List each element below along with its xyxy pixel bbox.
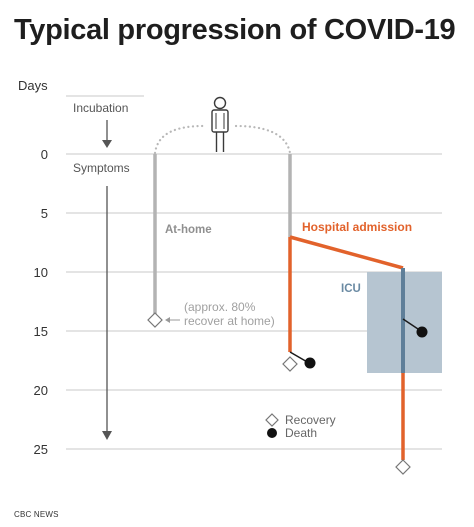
recovery-diamond-icon: [147, 312, 163, 328]
icu-label: ICU: [341, 283, 361, 295]
day-tick-label: 20: [34, 383, 48, 398]
legend: Recovery Death: [265, 413, 336, 440]
stage-label-symptoms: Symptoms: [73, 161, 130, 175]
source-credit: CBC NEWS: [14, 510, 59, 519]
arrow-left-icon: [165, 317, 180, 323]
legend-death-label: Death: [285, 426, 317, 440]
day-tick-label: 10: [34, 265, 48, 280]
death-dot-icon: [289, 351, 316, 369]
hospital-admission-label: Hospital admission: [302, 220, 412, 234]
chart-title: Typical progression of COVID-19: [14, 14, 456, 46]
infection-dotted-arc: [153, 124, 292, 155]
stage-label-incubation: Incubation: [73, 101, 128, 115]
day-tick-label: 5: [41, 206, 48, 221]
legend-death-dot-icon: [267, 428, 277, 438]
legend-recovery-label: Recovery: [285, 413, 336, 427]
legend-recovery-diamond-icon: [265, 413, 279, 427]
day-tick-label: 0: [41, 147, 48, 162]
day-tick-label: 15: [34, 324, 48, 339]
day-tick-label: 25: [34, 442, 48, 457]
person-icon: [211, 96, 229, 152]
axis-label-days: Days: [18, 78, 48, 93]
day-gridlines: [66, 153, 442, 450]
recovery-diamond-icon: [282, 356, 298, 372]
at-home-label: At-home: [165, 224, 212, 236]
arrow-down-icon: [102, 186, 112, 440]
arrow-down-icon: [102, 120, 112, 148]
at-home-note-line2: recover at home): [184, 314, 275, 328]
hospital-path: [288, 235, 405, 460]
death-dot-icon: [402, 318, 428, 338]
recovery-diamond-icon: [395, 459, 411, 475]
at-home-note-line1: (approx. 80%: [184, 300, 256, 314]
